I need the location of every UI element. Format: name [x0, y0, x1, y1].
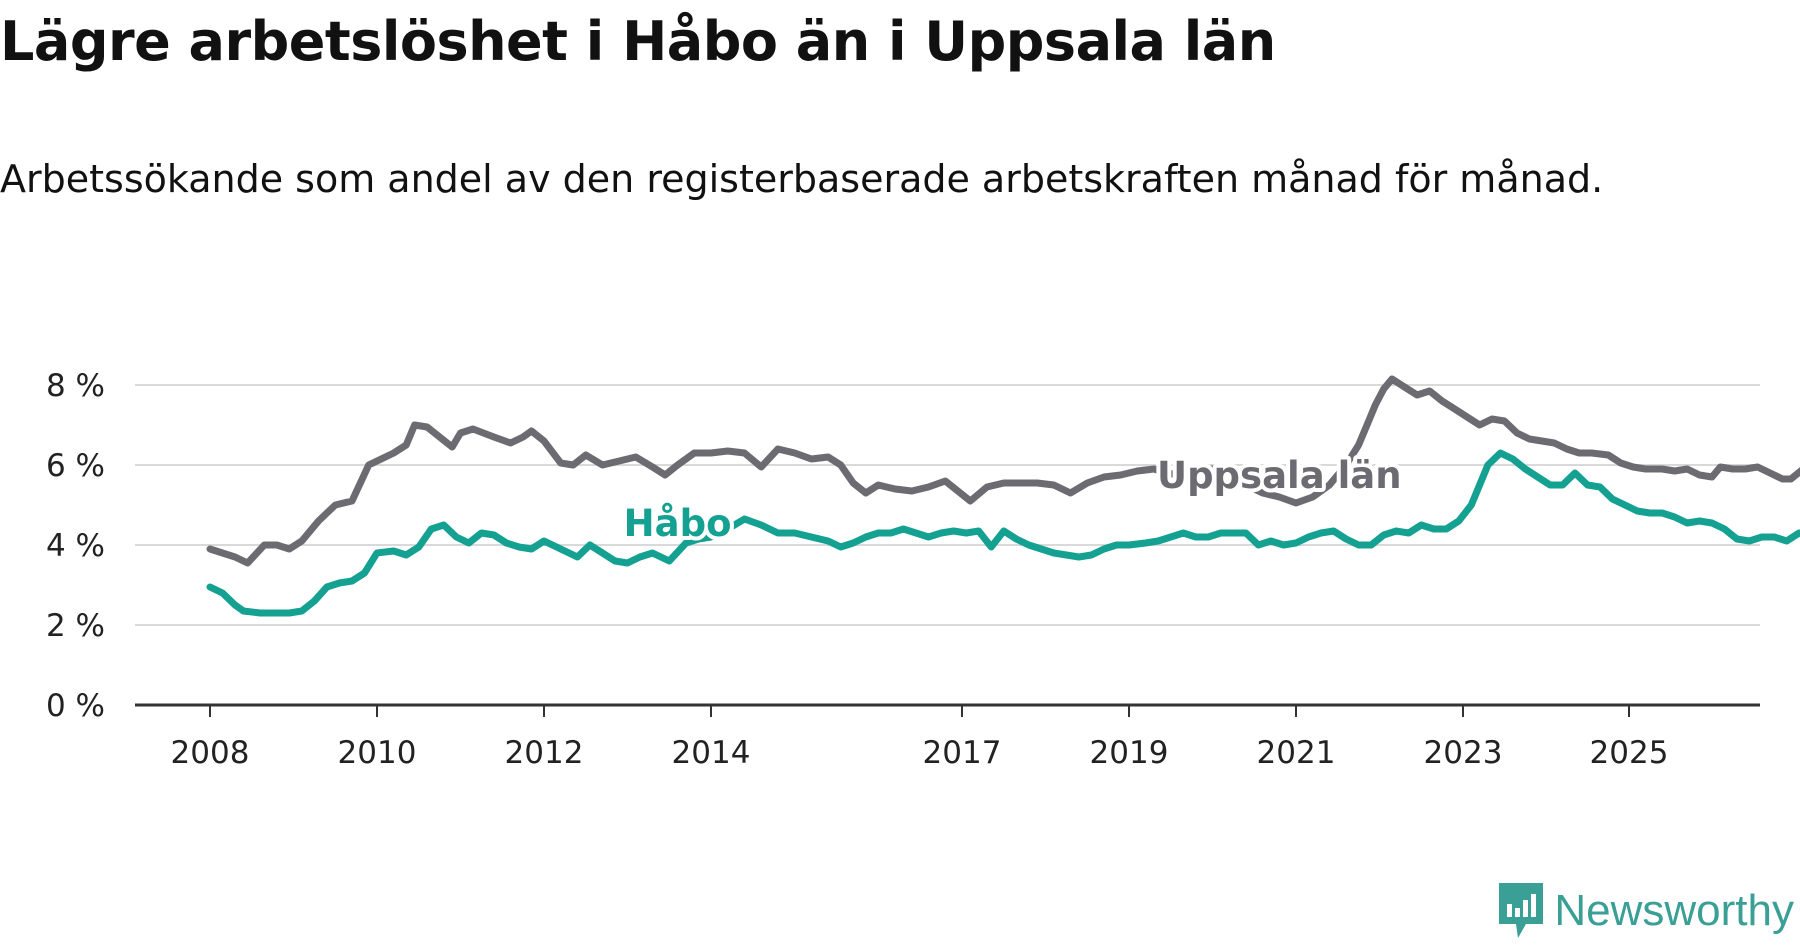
- y-tick-label-8: 8 %: [46, 368, 105, 404]
- y-tick-label-0: 0 %: [46, 688, 105, 724]
- axes: 0 % 2 % 4 % 6 % 8 % 2008 2010 2012 2014 2017 2019 2…: [46, 368, 1760, 771]
- y-tick-label-6: 6 %: [46, 448, 105, 484]
- newsworthy-logo: Newsworthy: [1496, 880, 1794, 942]
- series-label-uppsala: Uppsala län: [1157, 454, 1402, 497]
- series-label-habo: Håbo: [624, 502, 732, 545]
- brand-name: Newsworthy: [1554, 886, 1794, 935]
- chart-title: Lägre arbetslöshet i Håbo än i Uppsala l…: [0, 10, 1276, 73]
- x-tick-label-2019: 2019: [1090, 735, 1169, 771]
- newsworthy-logo-icon: [1499, 883, 1544, 938]
- series-line-uppsala: [206, 375, 1800, 567]
- x-tick-label-2025: 2025: [1590, 735, 1669, 771]
- x-tick-label-2012: 2012: [505, 735, 584, 771]
- x-tick-label-2017: 2017: [923, 735, 1002, 771]
- chart-subtitle: Arbetssökande som andel av den registerb…: [0, 157, 1604, 201]
- grid-lines: [135, 384, 1760, 626]
- series-lines: [206, 375, 1800, 617]
- x-tick-label-2010: 2010: [338, 735, 417, 771]
- x-tick-label-2008: 2008: [171, 735, 250, 771]
- x-tick-label-2021: 2021: [1257, 735, 1336, 771]
- x-tick-label-2023: 2023: [1424, 735, 1503, 771]
- series-line-habo: [206, 449, 1800, 617]
- x-tick-label-2014: 2014: [672, 735, 751, 771]
- y-tick-label-2: 2 %: [46, 608, 105, 644]
- y-tick-label-4: 4 %: [46, 528, 105, 564]
